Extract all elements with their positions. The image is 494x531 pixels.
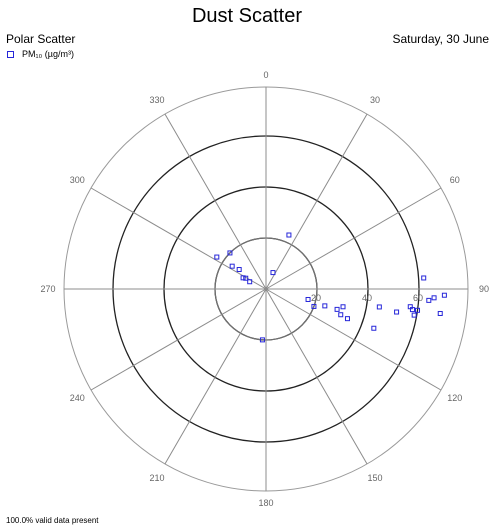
angle-label-270: 270 (40, 284, 55, 294)
legend-label: PM₁₀ (µg/m³) (22, 49, 74, 59)
spoke-150 (265, 288, 368, 465)
angle-label-120: 120 (447, 393, 462, 403)
spoke-30 (265, 113, 368, 290)
data-point (236, 267, 242, 273)
chart-subtitle: Polar Scatter (6, 32, 76, 46)
angle-label-30: 30 (370, 95, 380, 105)
radial-label-40: 40 (362, 293, 372, 303)
data-point (286, 232, 292, 238)
data-point (431, 295, 437, 301)
angle-label-0: 0 (263, 70, 268, 80)
radial-label-20: 20 (311, 293, 321, 303)
data-point (421, 275, 427, 281)
data-point (305, 296, 311, 302)
spoke-300 (90, 187, 267, 290)
data-point (340, 304, 346, 310)
data-point (259, 337, 265, 343)
data-point (415, 307, 421, 313)
data-point (243, 275, 249, 281)
angle-label-240: 240 (70, 393, 85, 403)
spoke-330 (164, 113, 267, 290)
data-point (437, 310, 443, 316)
angle-label-300: 300 (70, 175, 85, 185)
data-coverage-note: 100.0% valid data present (6, 516, 99, 525)
data-point (426, 297, 432, 303)
data-point (247, 279, 253, 285)
data-point (441, 292, 447, 298)
chart-title: Dust Scatter (191, 5, 303, 27)
angle-label-180: 180 (258, 498, 273, 508)
radial-label-60: 60 (413, 293, 423, 303)
data-point (227, 250, 233, 256)
data-point (376, 304, 382, 310)
data-point (344, 316, 350, 322)
angle-label-210: 210 (149, 473, 164, 483)
angle-label-150: 150 (367, 473, 382, 483)
data-point (338, 312, 344, 318)
spoke-120 (265, 288, 442, 391)
spoke-60 (265, 187, 442, 290)
spoke-240 (90, 288, 267, 391)
angle-label-60: 60 (450, 175, 460, 185)
legend: PM₁₀ (µg/m³) (7, 49, 74, 59)
data-point (371, 325, 377, 331)
data-point (214, 254, 220, 260)
data-point (229, 263, 235, 269)
data-point (270, 270, 276, 276)
data-point (411, 312, 417, 318)
data-point (322, 303, 328, 309)
data-point (409, 307, 415, 313)
spoke-210 (164, 288, 267, 465)
angle-label-330: 330 (149, 95, 164, 105)
angle-label-90: 90 (479, 284, 489, 294)
data-point (240, 275, 246, 281)
chart-date: Saturday, 30 June (392, 32, 489, 46)
data-point (394, 309, 400, 315)
data-point (311, 303, 317, 309)
data-point (334, 306, 340, 312)
legend-marker (7, 50, 14, 58)
